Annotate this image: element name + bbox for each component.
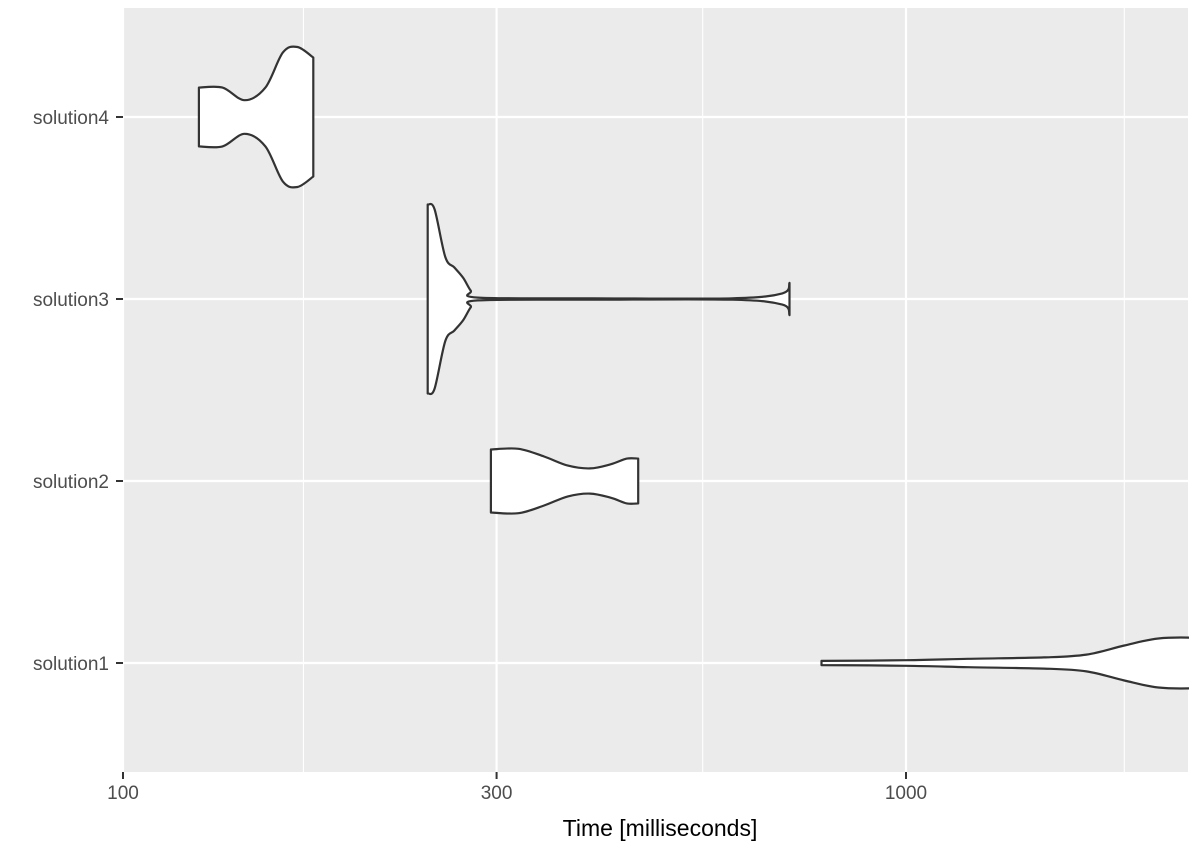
x-tick-label: 100 (107, 783, 139, 804)
violin-solution3 (426, 202, 791, 396)
violin-solution1 (820, 636, 1189, 690)
y-tick-label: solution4 (33, 108, 109, 129)
x-tick-label: 300 (481, 783, 513, 804)
y-axis: solution1 solution2 solution3 solution4 (33, 108, 123, 675)
x-axis: 100 300 1000 (107, 772, 927, 804)
x-axis-title: Time [milliseconds] (563, 815, 758, 841)
y-tick-label: solution3 (33, 290, 109, 311)
violin-solution2 (489, 447, 640, 515)
violins (197, 45, 1189, 690)
x-tick-label: 1000 (885, 783, 927, 804)
y-tick-label: solution1 (33, 654, 109, 675)
violin-solution4 (197, 45, 315, 189)
y-tick-label: solution2 (33, 472, 109, 493)
